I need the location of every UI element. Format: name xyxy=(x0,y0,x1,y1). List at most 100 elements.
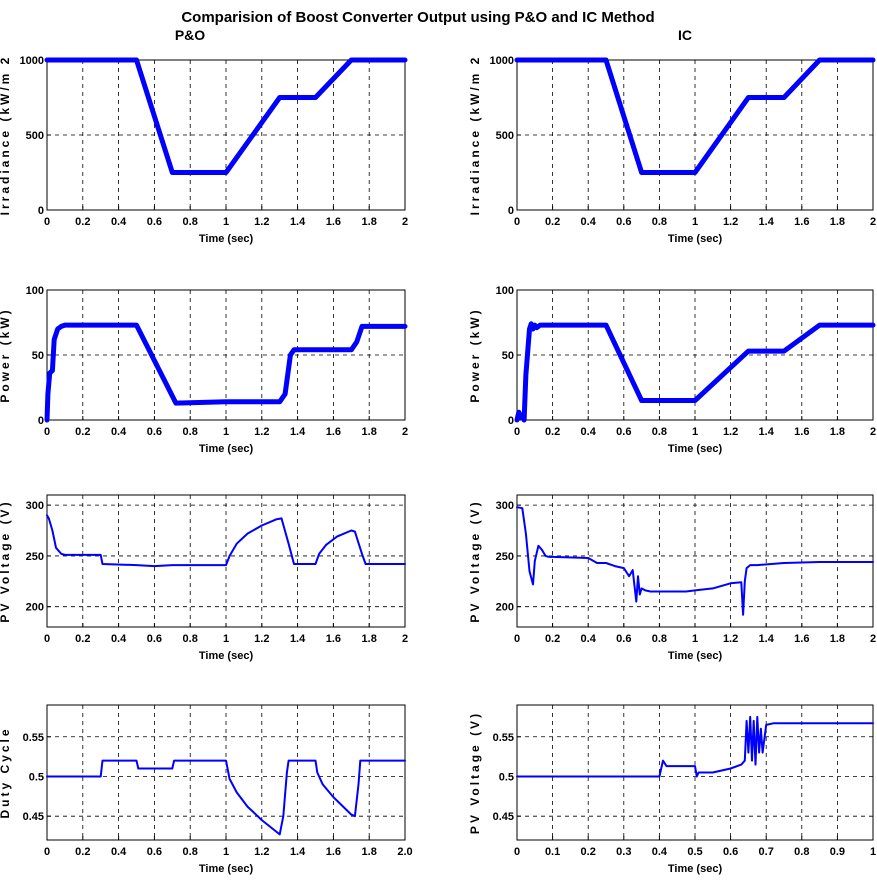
x-tick-label: 1.4 xyxy=(759,633,775,645)
x-tick-label: 0 xyxy=(44,426,50,438)
x-tick-label: 1 xyxy=(870,846,876,858)
y-tick-label: 0.5 xyxy=(29,771,44,783)
x-tick-label: 1.8 xyxy=(362,426,377,438)
x-tick-label: 1.6 xyxy=(326,633,341,645)
x-tick-label: 1.4 xyxy=(290,633,306,645)
x-tick-label: 1 xyxy=(223,846,229,858)
y-tick-label: 50 xyxy=(32,350,44,362)
x-tick-label: 0.2 xyxy=(75,216,90,228)
y-tick-label: 0.55 xyxy=(493,732,514,744)
x-tick-label: 2 xyxy=(402,216,408,228)
x-tick-label: 0.3 xyxy=(616,846,631,858)
x-tick-label: 2 xyxy=(402,426,408,438)
x-tick-label: 0.4 xyxy=(581,216,597,228)
y-tick-label: 200 xyxy=(496,602,514,614)
x-axis-label: Time (sec) xyxy=(199,650,254,662)
x-tick-label: 2 xyxy=(402,633,408,645)
x-tick-label: 0.2 xyxy=(545,216,560,228)
x-tick-label: 0.7 xyxy=(759,846,774,858)
y-tick-label: 250 xyxy=(496,551,514,563)
x-tick-label: 1.4 xyxy=(290,216,306,228)
x-tick-label: 0.2 xyxy=(75,426,90,438)
x-tick-label: 0.2 xyxy=(545,426,560,438)
y-axis-label: Irradiance (kW/m 2 xyxy=(0,55,12,216)
x-tick-label: 0.4 xyxy=(652,846,668,858)
x-tick-label: 2 xyxy=(870,216,876,228)
x-tick-label: 0.6 xyxy=(147,633,162,645)
series-line xyxy=(46,759,406,836)
x-tick-label: 1.6 xyxy=(326,426,341,438)
series-line xyxy=(514,57,876,175)
x-tick-label: 0.6 xyxy=(616,633,631,645)
chart-po-power: 0 0.2 0.4 0.6 0.8 1 1.2 1.4 1.6 1.8 2 0 50 100 Time (s… xyxy=(0,285,408,455)
y-tick-label: 300 xyxy=(26,500,44,512)
y-tick-label: 100 xyxy=(496,285,514,297)
x-tick-label: 1 xyxy=(223,633,229,645)
x-tick-label: 1.8 xyxy=(830,216,845,228)
y-tick-label: 500 xyxy=(496,130,514,142)
series-line xyxy=(46,514,406,568)
x-tick-label: 2 xyxy=(870,426,876,438)
x-tick-label: 1.8 xyxy=(830,426,845,438)
chart-ic-irradiance: 0 0.2 0.4 0.6 0.8 1 1.2 1.4 1.6 1.8 2 0 500 1000 Time … xyxy=(468,55,876,245)
x-tick-label: 0.2 xyxy=(581,846,596,858)
y-axis-label: PV Voltage (V) xyxy=(468,499,482,622)
chart-ic-voltage-2: 0 0.1 0.2 0.3 0.4 0.5 0.6 0.7 0.8 0.9 1 0.45 0.5 0.55… xyxy=(468,704,876,875)
x-tick-label: 0.1 xyxy=(545,846,560,858)
x-tick-label: 0.4 xyxy=(111,846,127,858)
x-tick-label: 0.6 xyxy=(616,216,631,228)
y-axis-label: PV Voltage (V) xyxy=(468,711,482,834)
y-tick-label: 0 xyxy=(38,205,44,217)
x-tick-label: 1 xyxy=(692,633,698,645)
x-tick-label: 0.6 xyxy=(147,216,162,228)
x-tick-label: 1.6 xyxy=(326,216,341,228)
y-tick-label: 500 xyxy=(26,130,44,142)
x-axis-label: Time (sec) xyxy=(668,443,723,455)
y-tick-label: 0 xyxy=(38,415,44,427)
chart-ic-power: 0 0.2 0.4 0.6 0.8 1 1.2 1.4 1.6 1.8 2 0 50 100 Time (s… xyxy=(468,285,876,455)
x-axis-label: Time (sec) xyxy=(199,863,254,875)
x-tick-label: 1.4 xyxy=(759,216,775,228)
x-tick-label: 0.5 xyxy=(687,846,702,858)
x-tick-label: 1.6 xyxy=(794,216,809,228)
x-tick-label: 0.9 xyxy=(830,846,845,858)
y-axis-label: Power (kW) xyxy=(468,307,482,402)
y-tick-label: 50 xyxy=(502,350,514,362)
x-tick-label: 1.8 xyxy=(362,846,377,858)
series-line xyxy=(516,715,874,778)
x-axis-label: Time (sec) xyxy=(199,443,254,455)
x-tick-label: 1.2 xyxy=(254,426,269,438)
x-tick-label: 0 xyxy=(514,216,520,228)
column-title-po: P&O xyxy=(175,27,205,43)
y-tick-label: 1000 xyxy=(20,55,44,67)
chart-po-voltage: 0 0.2 0.4 0.6 0.8 1 1.2 1.4 1.6 1.8 2 200 250 300 Time… xyxy=(0,494,408,662)
x-tick-label: 0 xyxy=(514,633,520,645)
y-tick-label: 300 xyxy=(496,500,514,512)
x-tick-label: 1.4 xyxy=(759,426,775,438)
x-tick-label: 1 xyxy=(223,426,229,438)
x-tick-label: 1.2 xyxy=(254,846,269,858)
x-axis-label: Time (sec) xyxy=(668,233,723,245)
x-tick-label: 0.2 xyxy=(75,846,90,858)
chart-po-irradiance: 0 0.2 0.4 0.6 0.8 1 1.2 1.4 1.6 1.8 2 0 500 1000 Time … xyxy=(0,55,408,245)
x-tick-label: 1.8 xyxy=(362,633,377,645)
x-tick-label: 1 xyxy=(692,216,698,228)
x-tick-label: 0 xyxy=(44,216,50,228)
x-tick-label: 0.4 xyxy=(111,216,127,228)
x-tick-label: 0.6 xyxy=(147,426,162,438)
x-tick-label: 1.4 xyxy=(290,846,306,858)
x-tick-label: 0.8 xyxy=(183,633,198,645)
y-tick-label: 100 xyxy=(26,285,44,297)
x-tick-label: 0.8 xyxy=(652,216,667,228)
x-tick-label: 1.8 xyxy=(830,633,845,645)
y-tick-label: 0.5 xyxy=(499,771,514,783)
x-tick-label: 0.4 xyxy=(581,426,597,438)
x-tick-label: 0.6 xyxy=(616,426,631,438)
x-tick-label: 0.8 xyxy=(652,633,667,645)
x-tick-label: 0.8 xyxy=(794,846,809,858)
x-tick-label: 0.6 xyxy=(147,846,162,858)
x-axis-label: Time (sec) xyxy=(668,650,723,662)
y-axis-label: Irradiance (kW/m 2 xyxy=(468,55,482,216)
x-tick-label: 1.2 xyxy=(723,633,738,645)
